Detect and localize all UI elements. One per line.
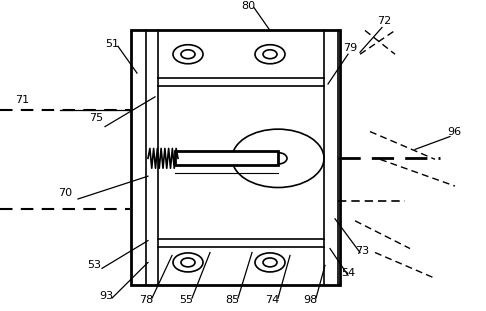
Text: 73: 73 <box>355 245 369 256</box>
Text: 78: 78 <box>139 295 153 305</box>
Polygon shape <box>175 151 278 165</box>
Text: 55: 55 <box>179 295 193 305</box>
Text: 51: 51 <box>105 39 119 49</box>
Text: 98: 98 <box>303 295 317 305</box>
Text: 74: 74 <box>265 295 279 305</box>
Text: 79: 79 <box>343 43 357 53</box>
Text: 80: 80 <box>241 1 255 11</box>
Text: 71: 71 <box>15 95 29 105</box>
Text: 72: 72 <box>377 16 391 26</box>
Text: 85: 85 <box>225 295 239 305</box>
Text: 96: 96 <box>447 127 461 137</box>
Text: 75: 75 <box>89 113 103 123</box>
Text: 53: 53 <box>87 260 101 270</box>
Text: 54: 54 <box>341 268 355 278</box>
Text: 93: 93 <box>99 291 113 301</box>
Text: 70: 70 <box>58 188 72 198</box>
